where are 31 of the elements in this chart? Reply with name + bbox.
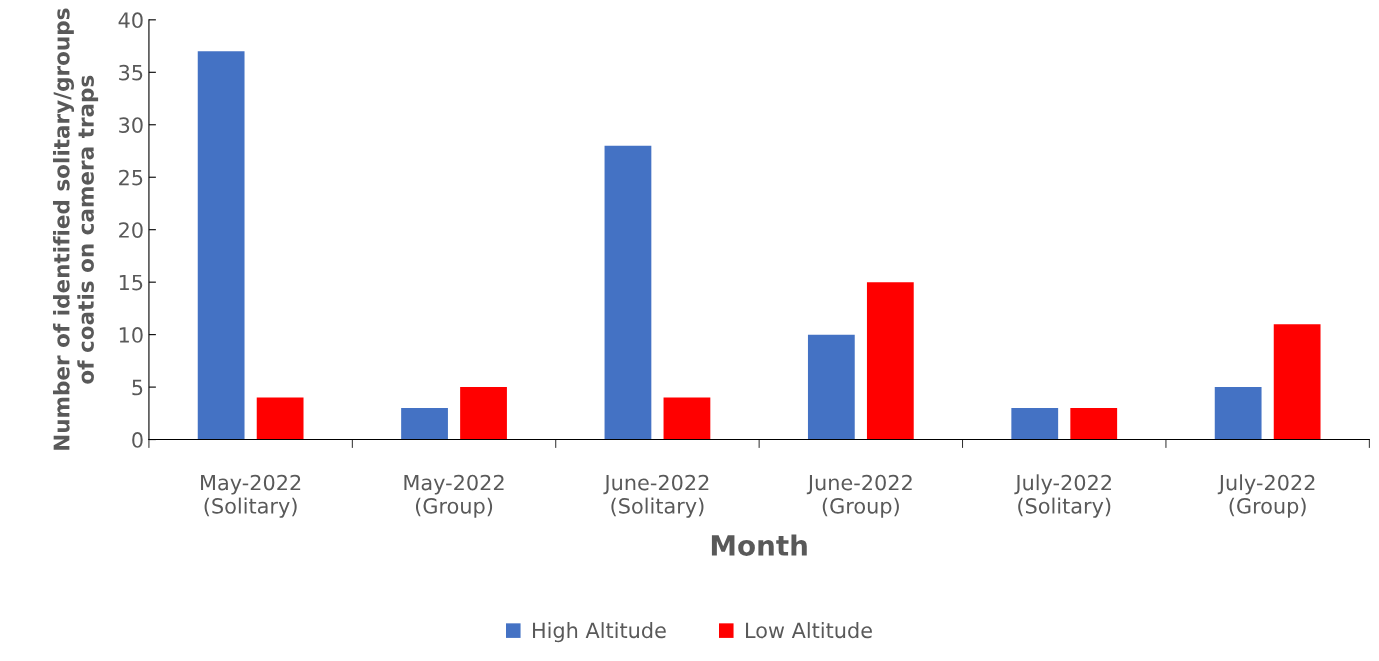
bar	[1273, 324, 1321, 440]
bar	[401, 408, 448, 440]
y-tick-label: 10	[119, 327, 143, 343]
bar	[866, 282, 914, 440]
bar	[460, 387, 507, 440]
y-tick-label: 25	[119, 169, 143, 186]
bar	[663, 397, 711, 440]
y-axis-title: Number of identified solitary/groups of coatis on camera traps	[53, 8, 99, 450]
bar	[256, 397, 304, 440]
bar	[604, 145, 652, 440]
x-tick-label: June-2022 (Group)	[806, 474, 912, 518]
bar	[197, 51, 245, 440]
y-tick-label: 30	[119, 117, 143, 133]
x-axis-title: Month	[711, 534, 807, 556]
y-tick-label: 35	[119, 64, 143, 81]
legend-label: High Altitude	[533, 622, 666, 643]
y-tick-label: 40	[118, 12, 143, 29]
bar	[1011, 408, 1059, 440]
y-tick-label: 15	[119, 274, 143, 291]
legend-label: Low Altitude	[746, 622, 872, 639]
bar	[807, 334, 855, 440]
bar	[1070, 408, 1118, 440]
y-tick-label: 20	[119, 222, 143, 238]
y-tick-label: 0	[132, 432, 143, 448]
bar	[1214, 387, 1262, 440]
x-tick-label: May-2022 (Solitary)	[201, 474, 301, 518]
x-tick-label: June-2022 (Solitary)	[603, 474, 709, 518]
x-tick-label: July-2022 (Group)	[1217, 474, 1315, 518]
y-tick-label: 5	[132, 379, 143, 396]
x-tick-label: May-2022 (Group)	[404, 474, 504, 518]
x-tick-label: July-2022 (Solitary)	[1014, 474, 1111, 518]
